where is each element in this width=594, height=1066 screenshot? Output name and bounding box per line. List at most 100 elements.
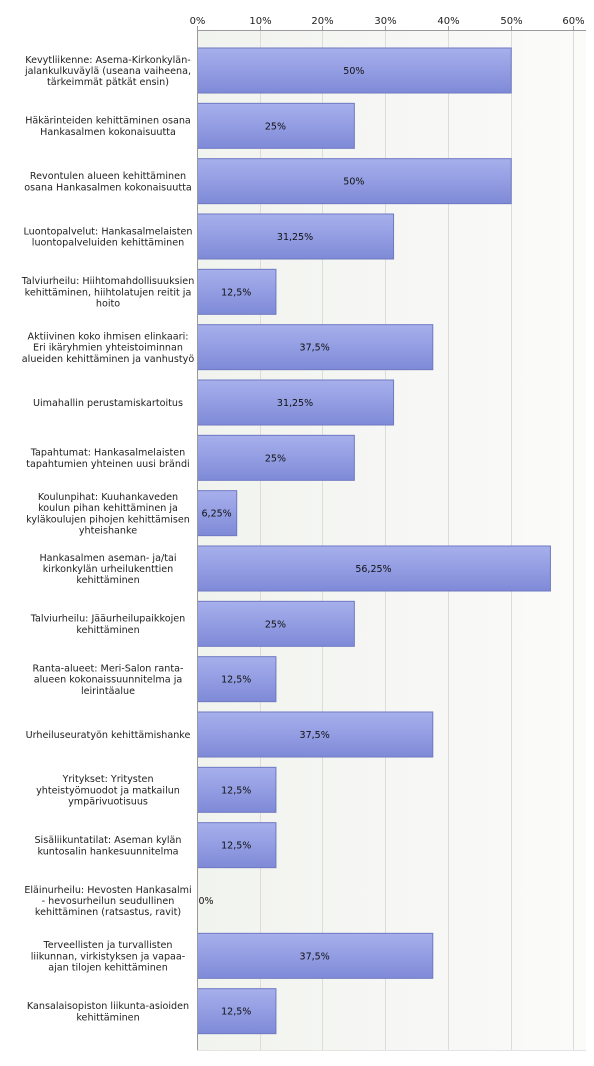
- category-label-line: koulun pihan kehittäminen ja: [38, 503, 178, 514]
- category-label-line: Tapahtumat: Hankasalmelaisten: [30, 448, 186, 459]
- category-label: Urheiluseuratyön kehittämishanke: [26, 730, 191, 741]
- category-label-line: Talviurheilu: Jääurheilupaikkojen: [30, 614, 185, 625]
- category-label-line: kehittäminen: [76, 625, 139, 636]
- bar-value-label: 25%: [265, 121, 286, 132]
- category-label-line: Eri ikäryhmien yhteistoiminnan: [33, 343, 183, 354]
- category-label-line: Koulunpihat: Kuuhankaveden: [38, 492, 178, 503]
- category-label-line: yhteistyömuodot ja matkailun: [36, 785, 180, 796]
- category-label: Revontulen alueen kehittäminen osana Hank…: [24, 171, 191, 193]
- category-label-line: tapahtumien yhteinen uusi brändi: [26, 459, 189, 470]
- category-labels: Kevytliikenne: Asema-Kirkonkylän-jalanku…: [21, 55, 195, 1023]
- bar: [197, 932, 434, 979]
- category-label-line: Luontopalvelut: Hankasalmelaisten: [23, 226, 192, 237]
- category-label-line: ympärivuotisuus: [68, 797, 148, 808]
- category-label: Hankasalmen aseman- ja/tai kirkonkylän ur…: [39, 553, 176, 586]
- category-label-line: hoito: [96, 299, 120, 310]
- category-label: Talviurheilu: Hiihtomahdollisuuksien kehi…: [21, 276, 195, 309]
- bar-value-label: 12,5%: [221, 287, 251, 298]
- category-label: Eläinurheilu: Hevosten Hankasalmi - hevos…: [24, 885, 191, 918]
- category-label-line: leirintäalue: [81, 686, 135, 697]
- category-label-line: - hevosurheilun seudullinen: [42, 896, 175, 907]
- axes: [197, 30, 586, 1051]
- category-label: Yritykset: Yritysten yhteistyömuodot ja m…: [36, 774, 180, 807]
- bar-value-label: 0%: [198, 896, 213, 907]
- category-label-line: luontopalveluiden kehittäminen: [32, 238, 184, 249]
- x-tick-label: 40%: [437, 16, 459, 27]
- x-tick-label: 50%: [500, 16, 522, 27]
- bar: [197, 656, 277, 703]
- bars: 50% 25% 50% 31,25% 12,5% 37,5% 31,25% 25% 6,25% 5…: [197, 47, 551, 1035]
- category-label: Tapahtumat: Hankasalmelaisten tapahtumien…: [26, 448, 189, 470]
- category-label-line: Häkärinteiden kehittäminen osana: [25, 116, 191, 127]
- category-label: Uimahallin perustamiskartoitus: [33, 398, 183, 409]
- bar-value-label: 37,5%: [300, 951, 330, 962]
- category-label-line: liikunnan, virkistyksen ja vapaa-: [31, 951, 186, 962]
- category-label-line: Aktiivinen koko ihmisen elinkaari:: [28, 331, 189, 342]
- bar: [197, 102, 355, 149]
- category-label: Terveellisten ja turvallisten liikunnan, …: [31, 940, 186, 973]
- category-label: Talviurheilu: Jääurheilupaikkojen kehittä…: [30, 614, 185, 636]
- bar-value-label: 12,5%: [221, 1007, 251, 1018]
- category-label-line: Terveellisten ja turvallisten: [42, 940, 172, 951]
- bar-value-label: 37,5%: [300, 730, 330, 741]
- bar: [197, 766, 277, 813]
- category-label: Luontopalvelut: Hankasalmelaisten luontop…: [23, 226, 192, 248]
- bar-value-label: 25%: [265, 453, 286, 464]
- category-label: Koulunpihat: Kuuhankaveden koulun pihan k…: [26, 492, 190, 537]
- category-label-line: kehittäminen: [76, 575, 139, 586]
- category-label-line: Kansalaisopiston liikunta-asioiden: [27, 1001, 189, 1012]
- category-label-line: alueen kokonaissuunnitelma ja: [34, 675, 182, 686]
- category-label-line: Uimahallin perustamiskartoitus: [33, 398, 183, 409]
- x-tick-label: 20%: [311, 16, 333, 27]
- bar: [197, 379, 395, 426]
- category-label-line: kuntosalin hankesuunnitelma: [37, 846, 178, 857]
- bar-value-label: 12,5%: [221, 841, 251, 852]
- category-label-line: Yritykset: Yritysten: [61, 774, 153, 785]
- x-tick-label: 10%: [249, 16, 271, 27]
- bar-value-label: 56,25%: [355, 564, 391, 575]
- bar: [197, 600, 355, 647]
- category-label-line: Sisäliikuntatilat: Aseman kylän: [34, 835, 181, 846]
- bar-value-label: 12,5%: [221, 785, 251, 796]
- category-label-line: kirkonkylän urheilukenttien: [43, 564, 174, 575]
- category-label-line: Urheiluseuratyön kehittämishanke: [26, 730, 191, 741]
- category-label-line: tärkeimmät pätkät ensin): [47, 77, 169, 88]
- category-label-line: alueiden kehittäminen ja vanhustyö: [22, 354, 195, 365]
- bar: [197, 711, 434, 758]
- category-label: Ranta-alueet: Meri-Salon ranta-alueen ko…: [33, 663, 184, 696]
- category-label: Kansalaisopiston liikunta-asioiden kehitt…: [27, 1001, 189, 1023]
- x-tick-label: 30%: [374, 16, 396, 27]
- x-tick-label: 60%: [562, 16, 584, 27]
- bar: [197, 213, 395, 260]
- bar-value-label: 31,25%: [277, 232, 313, 243]
- category-label-line: Eläinurheilu: Hevosten Hankasalmi: [24, 885, 191, 896]
- category-label-line: yhteishanke: [79, 525, 137, 536]
- category-label-line: Hankasalmen aseman- ja/tai: [39, 553, 176, 564]
- category-label-line: Hankasalmen kokonaisuutta: [40, 127, 176, 138]
- bar: [197, 47, 512, 94]
- bar: [197, 490, 238, 537]
- bar-value-label: 31,25%: [277, 398, 313, 409]
- bar-value-label: 37,5%: [300, 343, 330, 354]
- bar: [197, 988, 277, 1035]
- bar-value-label: 25%: [265, 619, 286, 630]
- bar-value-label: 6,25%: [202, 509, 232, 520]
- category-label: Kevytliikenne: Asema-Kirkonkylän-jalanku…: [24, 55, 191, 88]
- bar: [197, 434, 355, 481]
- bar: [197, 324, 434, 371]
- x-tick-label: 0%: [190, 16, 206, 27]
- bar: [197, 822, 277, 869]
- category-label: Häkärinteiden kehittäminen osana Hankasal…: [25, 116, 191, 138]
- category-label-line: jalankulkuväylä (useana vaiheena,: [24, 66, 191, 77]
- category-label-line: Ranta-alueet: Meri-Salon ranta-: [33, 663, 184, 674]
- category-label-line: kehittäminen, hiihtolatujen reitit ja: [25, 287, 192, 298]
- bar-value-label: 50%: [343, 66, 364, 77]
- category-label-line: kehittäminen: [76, 1012, 139, 1023]
- x-axis-ticks: 0% 10% 20% 30% 40% 50% 60%: [190, 16, 585, 30]
- category-label-line: osana Hankasalmen kokonaisuutta: [24, 182, 191, 193]
- category-label-line: kyläkoulujen pihojen kehittämisen: [26, 514, 190, 525]
- category-label-line: kehittäminen (ratsastus, ravit): [35, 907, 181, 918]
- category-label-line: Talviurheilu: Hiihtomahdollisuuksien: [21, 276, 195, 287]
- category-label: Sisäliikuntatilat: Aseman kylän kuntosali…: [34, 835, 181, 857]
